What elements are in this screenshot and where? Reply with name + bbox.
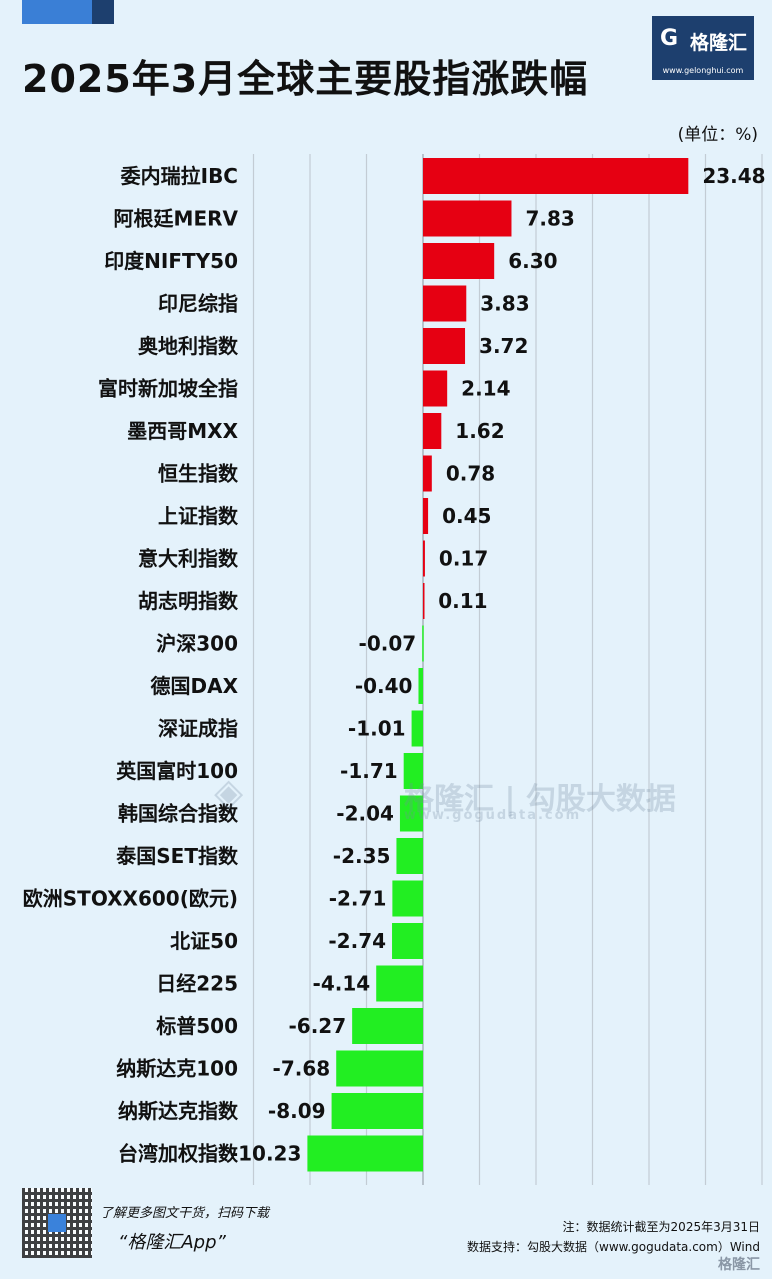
bar — [423, 413, 442, 449]
value-label: -1.71 — [340, 759, 398, 783]
category-label: 深证成指 — [158, 717, 238, 741]
bar — [376, 965, 423, 1002]
bar — [423, 328, 466, 364]
value-label: -6.27 — [288, 1014, 346, 1038]
bar — [411, 710, 423, 747]
data-note: 注：数据统计截至为2025年3月31日 — [562, 1220, 760, 1234]
bar — [399, 795, 423, 832]
value-label: 1.62 — [455, 419, 504, 443]
bar — [423, 158, 689, 194]
bar — [392, 880, 423, 917]
data-source: 数据支持：勾股大数据（www.gogudata.com）Wind — [467, 1240, 760, 1254]
category-label: 日经225 — [156, 972, 238, 996]
bar — [423, 370, 448, 407]
bar — [423, 498, 429, 534]
promo-app-name: “格隆汇App” — [118, 1232, 226, 1253]
chart-title: 2025年3月全球主要股指涨跌幅 — [22, 57, 589, 101]
category-label: 英国富时100 — [116, 759, 238, 783]
logo-g-icon: G — [660, 26, 679, 51]
category-label: 委内瑞拉IBC — [120, 164, 238, 188]
value-label: -2.71 — [329, 887, 387, 911]
value-label: -10.23 — [230, 1142, 302, 1166]
category-label: 胡志明指数 — [138, 589, 239, 613]
header-accent-bar — [22, 0, 114, 24]
category-label: 韩国综合指数 — [118, 802, 239, 826]
category-label: 墨西哥MXX — [127, 419, 238, 443]
bar — [396, 838, 423, 874]
category-label: 纳斯达克100 — [116, 1057, 238, 1081]
value-label: 23.48 — [702, 164, 765, 188]
value-label: 3.83 — [480, 292, 529, 316]
bar — [423, 285, 467, 322]
bar — [423, 583, 425, 619]
unit-label: (单位：%) — [677, 125, 758, 145]
category-label: 标普500 — [156, 1014, 238, 1038]
value-label: -0.40 — [355, 674, 413, 698]
promo-text: 了解更多图文干货，扫码下载 — [100, 1206, 270, 1221]
bar — [307, 1135, 423, 1172]
bar — [336, 1050, 423, 1087]
bar — [331, 1093, 423, 1129]
category-label: 欧洲STOXX600(欧元) — [23, 887, 238, 911]
category-label: 印尼综指 — [158, 292, 238, 316]
category-label: 北证50 — [170, 929, 238, 953]
bar — [392, 923, 423, 959]
value-label: -4.14 — [313, 972, 371, 996]
footer-logo: 格隆汇 — [718, 1257, 760, 1273]
category-label: 上证指数 — [158, 504, 239, 528]
bar — [423, 455, 432, 492]
category-label: 德国DAX — [151, 674, 239, 698]
value-label: -0.07 — [359, 632, 417, 656]
value-label: 6.30 — [508, 249, 557, 273]
value-label: 3.72 — [479, 334, 528, 358]
bar — [423, 243, 495, 279]
bar — [418, 668, 423, 704]
bar — [423, 540, 425, 577]
category-label: 印度NIFTY50 — [104, 249, 238, 273]
value-label: -1.01 — [348, 717, 406, 741]
bar — [403, 753, 423, 789]
value-label: 0.11 — [438, 589, 487, 613]
category-label: 沪深300 — [156, 632, 238, 656]
value-label: 0.45 — [442, 504, 491, 528]
value-label: -7.68 — [273, 1057, 331, 1081]
value-label: -2.74 — [328, 929, 386, 953]
value-label: 0.78 — [446, 462, 495, 486]
category-label: 奥地利指数 — [138, 334, 239, 358]
gelonghui-logo: G 格隆汇 www.gelonghui.com — [652, 16, 754, 80]
category-label: 台湾加权指数 — [118, 1142, 239, 1166]
bar — [422, 625, 424, 662]
bar — [423, 200, 512, 237]
category-label: 纳斯达克指数 — [118, 1099, 239, 1123]
bar — [352, 1008, 423, 1044]
value-label: 7.83 — [525, 207, 574, 231]
bar-chart: 委内瑞拉IBC 23.48 阿根廷MERV 7.83 印度NIFTY50 6.30 印尼综指… — [23, 154, 766, 1185]
value-label: -2.35 — [333, 844, 391, 868]
category-label: 阿根廷MERV — [114, 207, 239, 231]
value-label: -2.04 — [336, 802, 394, 826]
qr-code — [22, 1188, 92, 1258]
category-label: 富时新加坡全指 — [98, 377, 238, 401]
value-label: 0.17 — [439, 547, 488, 571]
category-label: 恒生指数 — [158, 462, 239, 486]
category-label: 意大利指数 — [138, 547, 239, 571]
category-label: 泰国SET指数 — [115, 844, 239, 868]
value-label: 2.14 — [461, 377, 510, 401]
value-label: -8.09 — [268, 1099, 326, 1123]
